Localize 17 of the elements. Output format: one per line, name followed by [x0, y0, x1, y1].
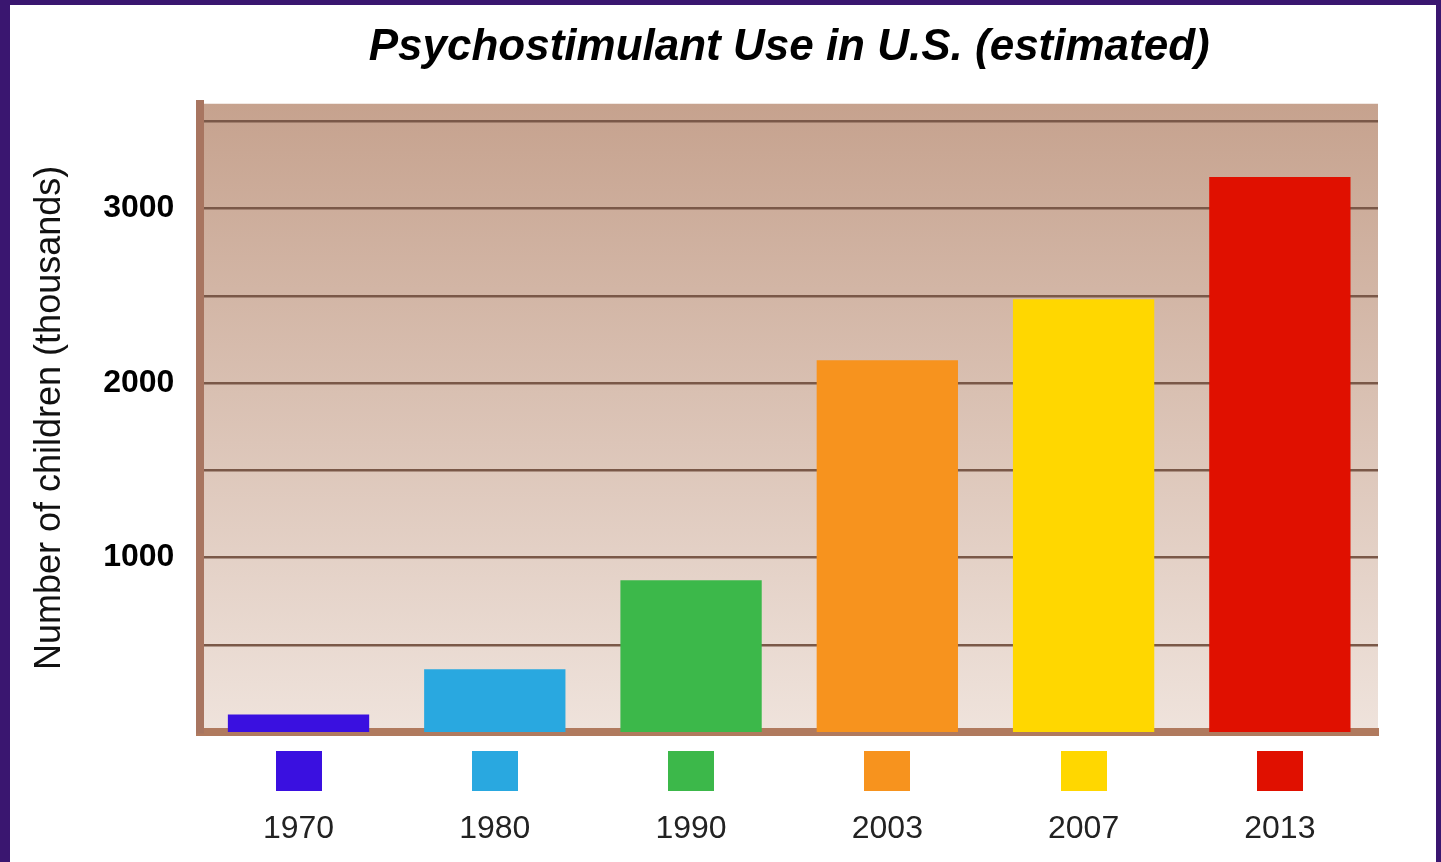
bar — [620, 580, 762, 732]
bar — [424, 669, 566, 732]
y-tick-label: 2000 — [103, 362, 175, 399]
bar — [1209, 177, 1351, 732]
x-tick-label: 1970 — [262, 809, 335, 846]
bar — [1012, 299, 1155, 732]
x-tick-label: 1990 — [655, 809, 727, 846]
y-axis-title: Number of children (thousands) — [26, 165, 68, 671]
x-tick-label: 2003 — [851, 809, 923, 846]
x-tick-label: 1980 — [459, 809, 531, 846]
x-tick-label: 2007 — [1048, 809, 1120, 846]
bar — [816, 360, 958, 732]
x-tick-label: 2013 — [1244, 809, 1316, 846]
bar — [227, 714, 370, 732]
chart-title: Psychostimulant Use in U.S. (estimated) — [368, 19, 1210, 69]
y-tick-label: 3000 — [103, 188, 175, 225]
y-tick-label: 1000 — [103, 537, 175, 574]
